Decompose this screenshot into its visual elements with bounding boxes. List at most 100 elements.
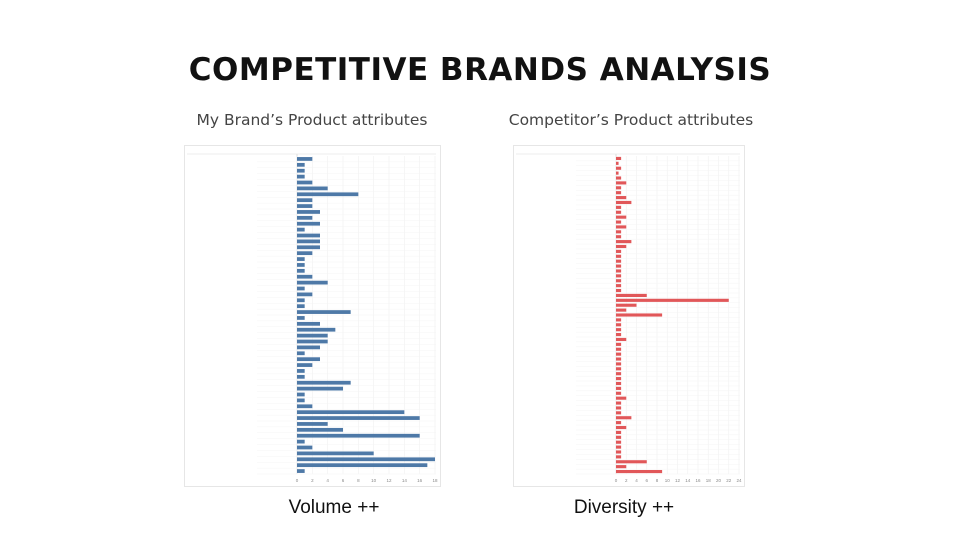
- bar: [616, 421, 622, 425]
- bar: [616, 367, 622, 371]
- bar: [297, 345, 320, 350]
- bar: [297, 198, 313, 203]
- x-tick-label: 0: [296, 478, 299, 483]
- bar: [616, 274, 622, 278]
- bar: [616, 386, 622, 390]
- bar: [616, 411, 622, 415]
- bar: [297, 292, 313, 297]
- bar: [616, 196, 627, 200]
- bar: [297, 321, 320, 326]
- bar: [616, 176, 622, 180]
- bar: [616, 391, 622, 395]
- bar: [616, 308, 627, 312]
- bar: [616, 166, 622, 170]
- bar: [616, 244, 627, 249]
- bar: [616, 264, 622, 268]
- bar: [616, 181, 627, 185]
- bar: [297, 463, 428, 468]
- bar: [616, 347, 622, 351]
- bar: [616, 401, 622, 405]
- bar: [297, 257, 305, 261]
- bar: [616, 288, 622, 293]
- x-tick-label: 6: [645, 478, 648, 483]
- x-tick-label: 24: [736, 478, 742, 483]
- competitor-chart-svg: 0 2 4 6 8 10 12 14 16 18 20 22 24: [516, 153, 742, 483]
- bar: [297, 363, 313, 367]
- bar: [297, 457, 435, 462]
- slide-title: COMPETITIVE BRANDS ANALYSIS: [188, 52, 772, 88]
- x-tick-label: 2: [311, 478, 314, 483]
- x-tick-label: 18: [432, 478, 438, 483]
- bar: [297, 263, 305, 267]
- bar: [297, 162, 305, 167]
- bar: [297, 286, 305, 291]
- bar: [616, 362, 622, 366]
- bar: [616, 333, 622, 337]
- bar: [297, 351, 305, 356]
- bar: [297, 404, 313, 409]
- x-tick-label: 10: [665, 478, 671, 483]
- bar: [616, 425, 627, 430]
- bar: [297, 280, 328, 285]
- bar: [616, 440, 622, 444]
- bar: [616, 284, 622, 288]
- x-tick-label: 16: [695, 478, 701, 483]
- bar: [616, 235, 622, 239]
- diversity-caption: Diversity ++: [573, 497, 675, 518]
- bar: [297, 416, 420, 420]
- bar: [297, 422, 328, 426]
- x-tick-label: 20: [716, 478, 722, 483]
- bar: [297, 369, 305, 373]
- bar: [616, 465, 627, 469]
- bar: [616, 230, 622, 234]
- bar: [616, 318, 622, 322]
- bar: [297, 174, 305, 179]
- bar: [616, 279, 622, 283]
- bar: [297, 386, 343, 391]
- bar: [297, 168, 305, 173]
- bar: [297, 180, 313, 185]
- bar: [616, 313, 663, 317]
- bar: [297, 233, 320, 238]
- bar: [616, 337, 627, 342]
- bar: [297, 186, 328, 191]
- bar: [297, 157, 313, 161]
- bar: [297, 298, 305, 303]
- bar: [616, 396, 627, 400]
- bar: [297, 204, 313, 208]
- competitor-chart: 0 2 4 6 8 10 12 14 16 18 20 22 24: [513, 145, 745, 487]
- bar: [297, 192, 359, 197]
- bar: [297, 316, 305, 320]
- bar: [616, 269, 622, 273]
- right-chart-title: Competitor’s Product attributes: [508, 111, 754, 129]
- bar: [616, 460, 647, 464]
- bar: [616, 435, 622, 439]
- bar: [297, 239, 320, 244]
- bar: [297, 398, 305, 403]
- bar: [616, 381, 622, 386]
- bar: [616, 186, 622, 190]
- bar: [616, 249, 622, 253]
- x-tick-label: 12: [675, 478, 681, 483]
- bar: [616, 357, 622, 361]
- bar: [297, 333, 328, 338]
- x-tick-label: 6: [342, 478, 345, 483]
- bar: [616, 455, 622, 459]
- bar: [616, 240, 632, 244]
- bar: [616, 469, 663, 474]
- bar: [297, 221, 320, 226]
- x-tick-label: 4: [326, 478, 329, 483]
- bar: [616, 156, 622, 161]
- bar: [297, 380, 351, 385]
- bar: [297, 392, 305, 397]
- x-tick-label: 4: [635, 478, 638, 483]
- bar: [616, 220, 622, 224]
- x-tick-label: 8: [656, 478, 659, 483]
- bar: [616, 161, 619, 165]
- x-tick-label: 8: [357, 478, 360, 483]
- bar: [297, 451, 374, 456]
- bar: [297, 227, 305, 232]
- bar: [297, 439, 305, 444]
- bar: [616, 352, 622, 356]
- bar: [616, 171, 619, 175]
